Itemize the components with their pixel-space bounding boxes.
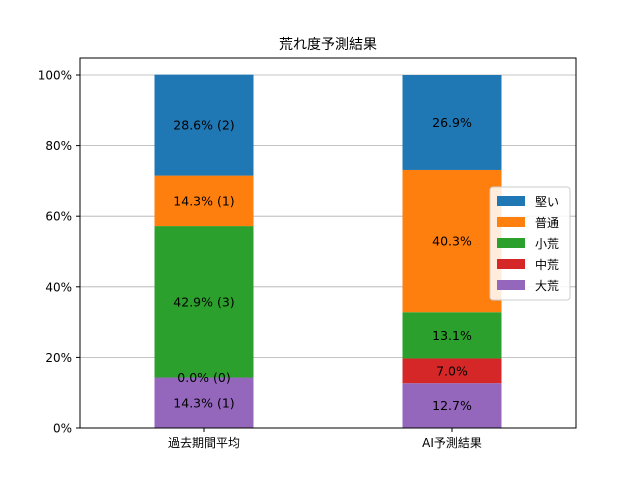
- legend-label: 中荒: [535, 257, 559, 272]
- legend-label: 堅い: [535, 195, 559, 209]
- legend-swatch: [497, 259, 525, 269]
- plot-frame: [79, 57, 577, 429]
- bar-segment: [154, 74, 254, 176]
- legend-label: 小荒: [535, 237, 559, 251]
- segment-label: 12.7%: [432, 398, 472, 413]
- y-axis: 0% 20% 40% 60% 80% 100%: [38, 69, 80, 436]
- legend-label: 大荒: [535, 279, 559, 293]
- segment-label: 0.0% (0): [177, 370, 230, 385]
- bar-segment: [154, 175, 254, 227]
- bar-segment: [154, 377, 254, 428]
- y-tick-label: 60%: [45, 210, 72, 224]
- bar-segment: [402, 312, 502, 359]
- y-tick-label: 40%: [45, 280, 72, 294]
- bar-segment: [402, 383, 502, 428]
- legend-label: 普通: [535, 216, 559, 230]
- segment-label: 14.3% (1): [173, 193, 234, 208]
- legend-swatch: [497, 196, 525, 206]
- segment-label: 40.3%: [432, 234, 472, 249]
- bar-segment: [402, 358, 502, 384]
- segment-label: 13.1%: [432, 328, 472, 343]
- chart-title: 荒れ度予測結果: [279, 37, 377, 53]
- legend-swatch: [497, 238, 525, 248]
- segment-labels: 14.3% (1) 0.0% (0) 42.9% (3) 14.3% (1) 28.6%…: [173, 115, 472, 413]
- bar-segment: [154, 226, 254, 378]
- x-tick-label: AI予測結果: [422, 436, 482, 450]
- y-tick-label: 80%: [45, 139, 72, 153]
- legend-swatch: [497, 280, 525, 290]
- segment-label: 28.6% (2): [173, 118, 234, 133]
- x-tick-label: 過去期間平均: [168, 436, 240, 450]
- bar-segment: [402, 75, 502, 170]
- x-axis: 過去期間平均 AI予測結果: [168, 428, 482, 450]
- bars: [154, 74, 502, 428]
- segment-label: 14.3% (1): [173, 395, 234, 410]
- segment-label: 26.9%: [432, 115, 472, 130]
- bar-segment: [402, 169, 502, 313]
- y-tick-label: 0%: [53, 422, 72, 436]
- y-tick-label: 20%: [45, 351, 72, 365]
- y-tick-label: 100%: [38, 69, 72, 83]
- legend-box: [489, 186, 571, 301]
- segment-label: 7.0%: [436, 363, 468, 378]
- segment-label: 42.9% (3): [173, 294, 234, 309]
- legend-swatch: [497, 217, 525, 227]
